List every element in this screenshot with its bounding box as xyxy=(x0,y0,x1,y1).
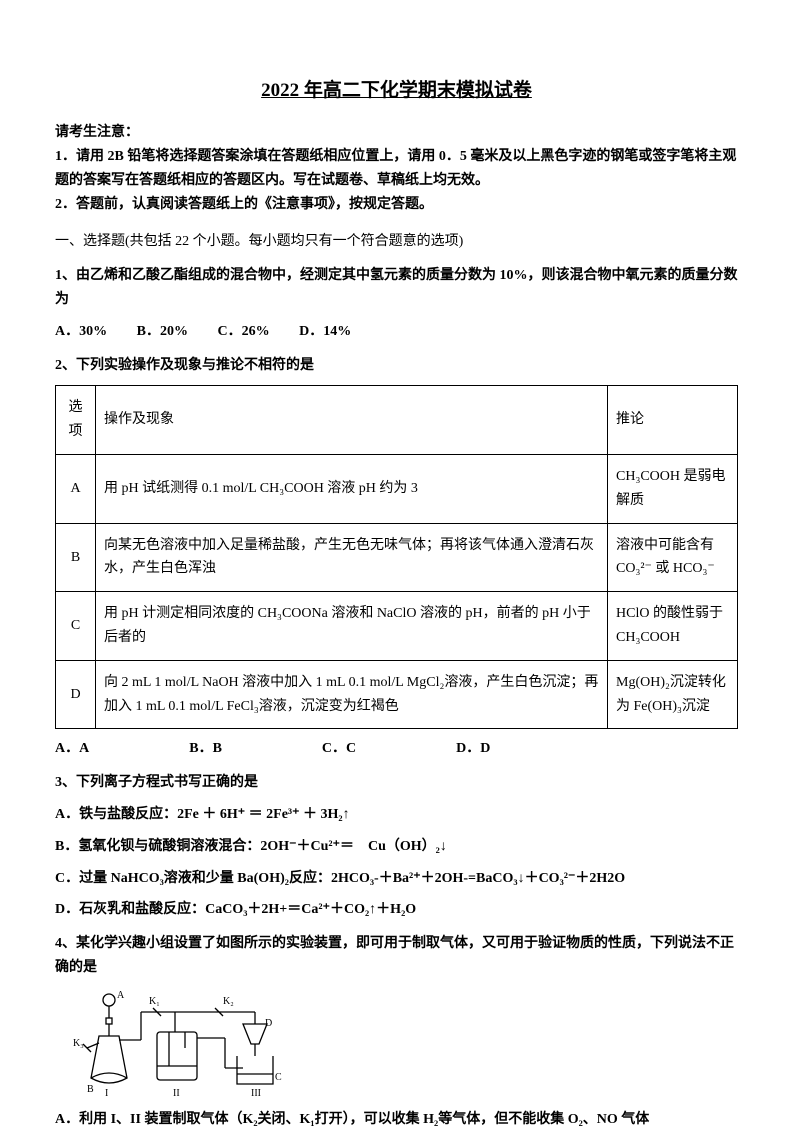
cell-opt: C xyxy=(56,592,96,661)
label-i: I xyxy=(105,1088,108,1098)
cell-op: 用 pH 计测定相同浓度的 CH₃COONa 溶液和 NaClO 溶液的 pH，… xyxy=(96,592,608,661)
q2-table: 选项 操作及现象 推论 A 用 pH 试纸测得 0.1 mol/L CH₃COO… xyxy=(55,385,738,729)
label-a: A xyxy=(117,990,125,1001)
label-c: C xyxy=(275,1072,282,1083)
notice-heading: 请考生注意： xyxy=(55,121,738,145)
cell-op: 用 pH 试纸测得 0.1 mol/L CH₃COOH 溶液 pH 约为 3 xyxy=(96,455,608,524)
q1-opt-b: B．20% xyxy=(137,320,188,344)
q2-opt-b: B．B xyxy=(189,737,222,761)
q4-opt-a: A．利用 I、II 装置制取气体（K₂关闭、K₁打开），可以收集 H₂等气体，但… xyxy=(55,1108,738,1132)
cell-op: 向某无色溶液中加入足量稀盐酸，产生无色无味气体；再将该气体通入澄清石灰水，产生白… xyxy=(96,523,608,592)
cell-con: 溶液中可能含有 CO₃²⁻ 或 HCO₃⁻ xyxy=(608,523,738,592)
q1-stem: 1、由乙烯和乙酸乙酯组成的混合物中，经测定其中氢元素的质量分数为 10%，则该混… xyxy=(55,264,738,312)
label-k1: K₁ xyxy=(149,996,160,1007)
q2-opt-c: C．C xyxy=(322,737,356,761)
label-iii: III xyxy=(251,1088,261,1098)
q2-opt-d: D．D xyxy=(456,737,490,761)
q3-stem: 3、下列离子方程式书写正确的是 xyxy=(55,771,738,795)
label-k2: K₂ xyxy=(223,996,234,1007)
label-b: B xyxy=(87,1084,94,1095)
q1-opt-d: D．14% xyxy=(299,320,351,344)
cell-opt: D xyxy=(56,660,96,729)
label-ii: II xyxy=(173,1088,180,1098)
cell-con: Mg(OH)₂沉淀转化为 Fe(OH)₃沉淀 xyxy=(608,660,738,729)
notice-2: 2．答题前，认真阅读答题纸上的《注意事项》，按规定答题。 xyxy=(55,193,738,217)
cell-opt: B xyxy=(56,523,96,592)
section-1-heading: 一、选择题(共包括 22 个小题。每小题均只有一个符合题意的选项) xyxy=(55,230,738,254)
cell-con: CH₃COOH 是弱电解质 xyxy=(608,455,738,524)
notice-1: 1．请用 2B 铅笔将选择题答案涂填在答题纸相应位置上，请用 0．5 毫米及以上… xyxy=(55,145,738,193)
col-option: 选项 xyxy=(56,386,96,455)
q3-opt-c: C．过量 NaHCO₃溶液和少量 Ba(OH)₂反应：2HCO₃-＋Ba²⁺＋2… xyxy=(55,867,738,891)
col-conclusion: 推论 xyxy=(608,386,738,455)
label-d: D xyxy=(265,1018,272,1029)
cell-opt: A xyxy=(56,455,96,524)
q1-opt-c: C．26% xyxy=(217,320,269,344)
q2-opt-a: A．A xyxy=(55,737,89,761)
page-title: 2022 年高二下化学期末模拟试卷 xyxy=(55,75,738,107)
q1-options: A．30% B．20% C．26% D．14% xyxy=(55,320,738,344)
cell-con: HClO 的酸性弱于 CH₃COOH xyxy=(608,592,738,661)
table-row: C 用 pH 计测定相同浓度的 CH₃COONa 溶液和 NaClO 溶液的 p… xyxy=(56,592,738,661)
q3-opt-a: A．铁与盐酸反应：2Fe ＋ 6H⁺ ＝ 2Fe³⁺ ＋ 3H₂↑ xyxy=(55,803,738,827)
table-row: B 向某无色溶液中加入足量稀盐酸，产生无色无味气体；再将该气体通入澄清石灰水，产… xyxy=(56,523,738,592)
cell-op: 向 2 mL 1 mol/L NaOH 溶液中加入 1 mL 0.1 mol/L… xyxy=(96,660,608,729)
table-header-row: 选项 操作及现象 推论 xyxy=(56,386,738,455)
q3-opt-d: D．石灰乳和盐酸反应：CaCO₃＋2H+＝Ca²⁺＋CO₂↑＋H₂O xyxy=(55,898,738,922)
table-row: D 向 2 mL 1 mol/L NaOH 溶液中加入 1 mL 0.1 mol… xyxy=(56,660,738,729)
label-k3: K₃ xyxy=(73,1038,84,1049)
table-row: A 用 pH 试纸测得 0.1 mol/L CH₃COOH 溶液 pH 约为 3… xyxy=(56,455,738,524)
q2-stem: 2、下列实验操作及现象与推论不相符的是 xyxy=(55,354,738,378)
q4-figure: A K₃ K₁ K₂ D B C I II III xyxy=(65,988,738,1098)
q1-opt-a: A．30% xyxy=(55,320,107,344)
q4-stem: 4、某化学兴趣小组设置了如图所示的实验装置，即可用于制取气体，又可用于验证物质的… xyxy=(55,932,738,980)
col-operation: 操作及现象 xyxy=(96,386,608,455)
q2-options: A．A B．B C．C D．D xyxy=(55,737,738,761)
q3-opt-b: B．氢氧化钡与硫酸铜溶液混合：2OH⁻＋Cu²⁺＝ Cu（OH）₂↓ xyxy=(55,835,738,859)
